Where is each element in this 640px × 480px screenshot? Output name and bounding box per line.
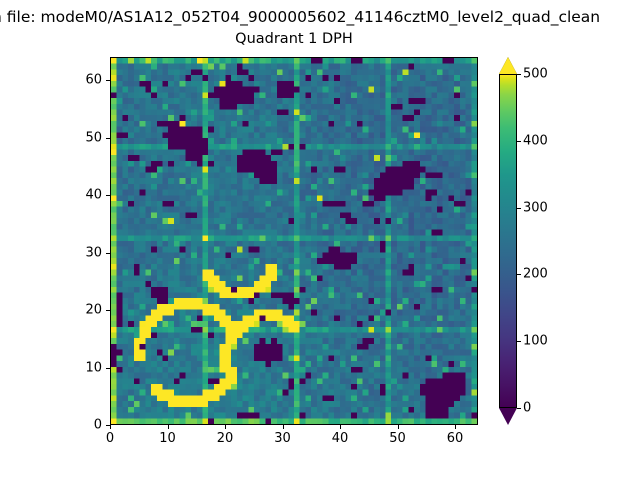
y-tick-mark xyxy=(106,310,110,311)
page-title: Quadrant 1 DPH xyxy=(235,31,353,47)
colorbar-gradient xyxy=(499,74,517,408)
y-tick-mark xyxy=(106,195,110,196)
y-tick-label: 50 xyxy=(85,130,102,145)
colorbar-tick-label: 300 xyxy=(523,200,548,216)
colorbar-tick-mark xyxy=(517,274,521,276)
x-tick-mark xyxy=(397,425,399,429)
x-tick-mark xyxy=(167,425,169,429)
x-tick-label: 50 xyxy=(389,431,406,446)
colorbar-tick-label: 200 xyxy=(523,266,548,282)
x-tick-mark xyxy=(282,425,284,429)
heatmap-axes xyxy=(110,57,478,425)
x-tick-mark xyxy=(340,425,341,429)
y-tick-mark xyxy=(106,425,110,426)
y-tick-mark xyxy=(106,252,110,254)
x-tick-mark xyxy=(225,425,226,429)
y-tick-label: 40 xyxy=(85,187,102,203)
colorbar: 0 100 200 300 400 500 xyxy=(499,57,548,425)
y-tick-mark xyxy=(106,80,110,81)
y-tick-label: 30 xyxy=(85,245,102,260)
y-tick-mark xyxy=(106,367,110,369)
colorbar-tick-label: 500 xyxy=(523,66,548,82)
y-tick-mark xyxy=(106,137,110,139)
x-tick-mark xyxy=(110,425,111,429)
colorbar-tick-mark xyxy=(517,140,521,142)
colorbar-tick-label: 0 xyxy=(523,400,532,416)
x-tick-label: 40 xyxy=(331,431,349,446)
y-tick-label: 0 xyxy=(93,417,102,433)
colorbar-extend-min-arrow xyxy=(499,408,517,425)
y-tick-label: 10 xyxy=(85,360,102,375)
heatmap-image xyxy=(111,58,477,424)
figure-suptitle: n file: modeM0/AS1A12_052T04_9000005602_… xyxy=(0,8,601,26)
x-tick-label: 30 xyxy=(274,431,291,446)
x-tick-mark xyxy=(455,425,456,429)
colorbar-tick-mark xyxy=(517,74,521,75)
x-tick-label: 60 xyxy=(446,431,464,446)
y-tick-label: 20 xyxy=(85,302,102,318)
x-tick-label: 20 xyxy=(216,431,234,446)
colorbar-extend-max-arrow xyxy=(499,57,517,74)
x-tick-label: 10 xyxy=(159,431,176,446)
colorbar-tick-label: 400 xyxy=(523,133,548,149)
y-tick-label: 60 xyxy=(85,72,102,88)
colorbar-tick-mark xyxy=(517,207,521,209)
colorbar-tick-mark xyxy=(517,408,521,409)
colorbar-tick-mark xyxy=(517,341,521,343)
x-tick-label: 0 xyxy=(105,431,115,446)
colorbar-tick-label: 100 xyxy=(523,333,548,349)
